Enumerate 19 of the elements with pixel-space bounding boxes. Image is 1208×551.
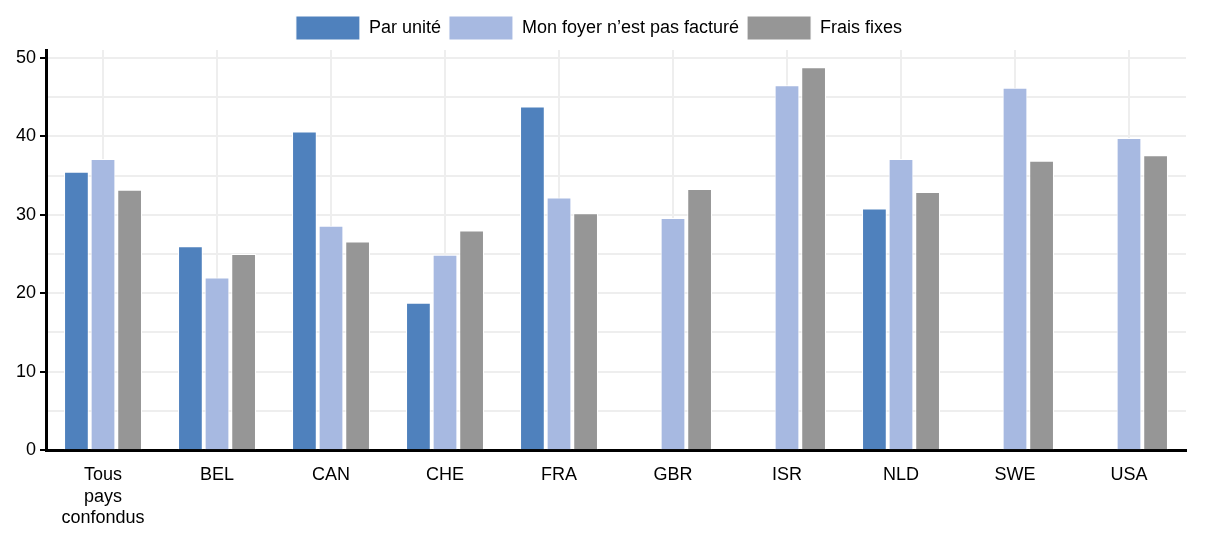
y-tick-label: 30 — [15, 203, 37, 224]
legend-label: Par unité — [368, 16, 441, 37]
x-tick-label: USA — [1110, 463, 1148, 484]
x-tick-label: Tous pays confondus — [61, 463, 145, 528]
legend-label: Frais fixes — [820, 16, 903, 37]
y-tick-label: 40 — [15, 125, 37, 146]
y-tick-label: 50 — [15, 46, 37, 67]
x-tick-label: FRA — [541, 463, 578, 484]
x-tick-label: ISR — [772, 463, 803, 484]
x-tick-label: NLD — [883, 463, 920, 484]
x-tick-label: CAN — [312, 463, 351, 484]
x-tick-label: SWE — [994, 463, 1036, 484]
x-tick-label: GBR — [653, 463, 693, 484]
x-tick-label: CHE — [426, 463, 465, 484]
y-tick-label: 10 — [15, 360, 37, 381]
y-tick-label: 20 — [15, 282, 37, 303]
x-tick-label: BEL — [200, 463, 235, 484]
legend-label: Mon foyer n’est pas facturé — [521, 16, 740, 37]
y-tick-label: 0 — [26, 439, 37, 460]
